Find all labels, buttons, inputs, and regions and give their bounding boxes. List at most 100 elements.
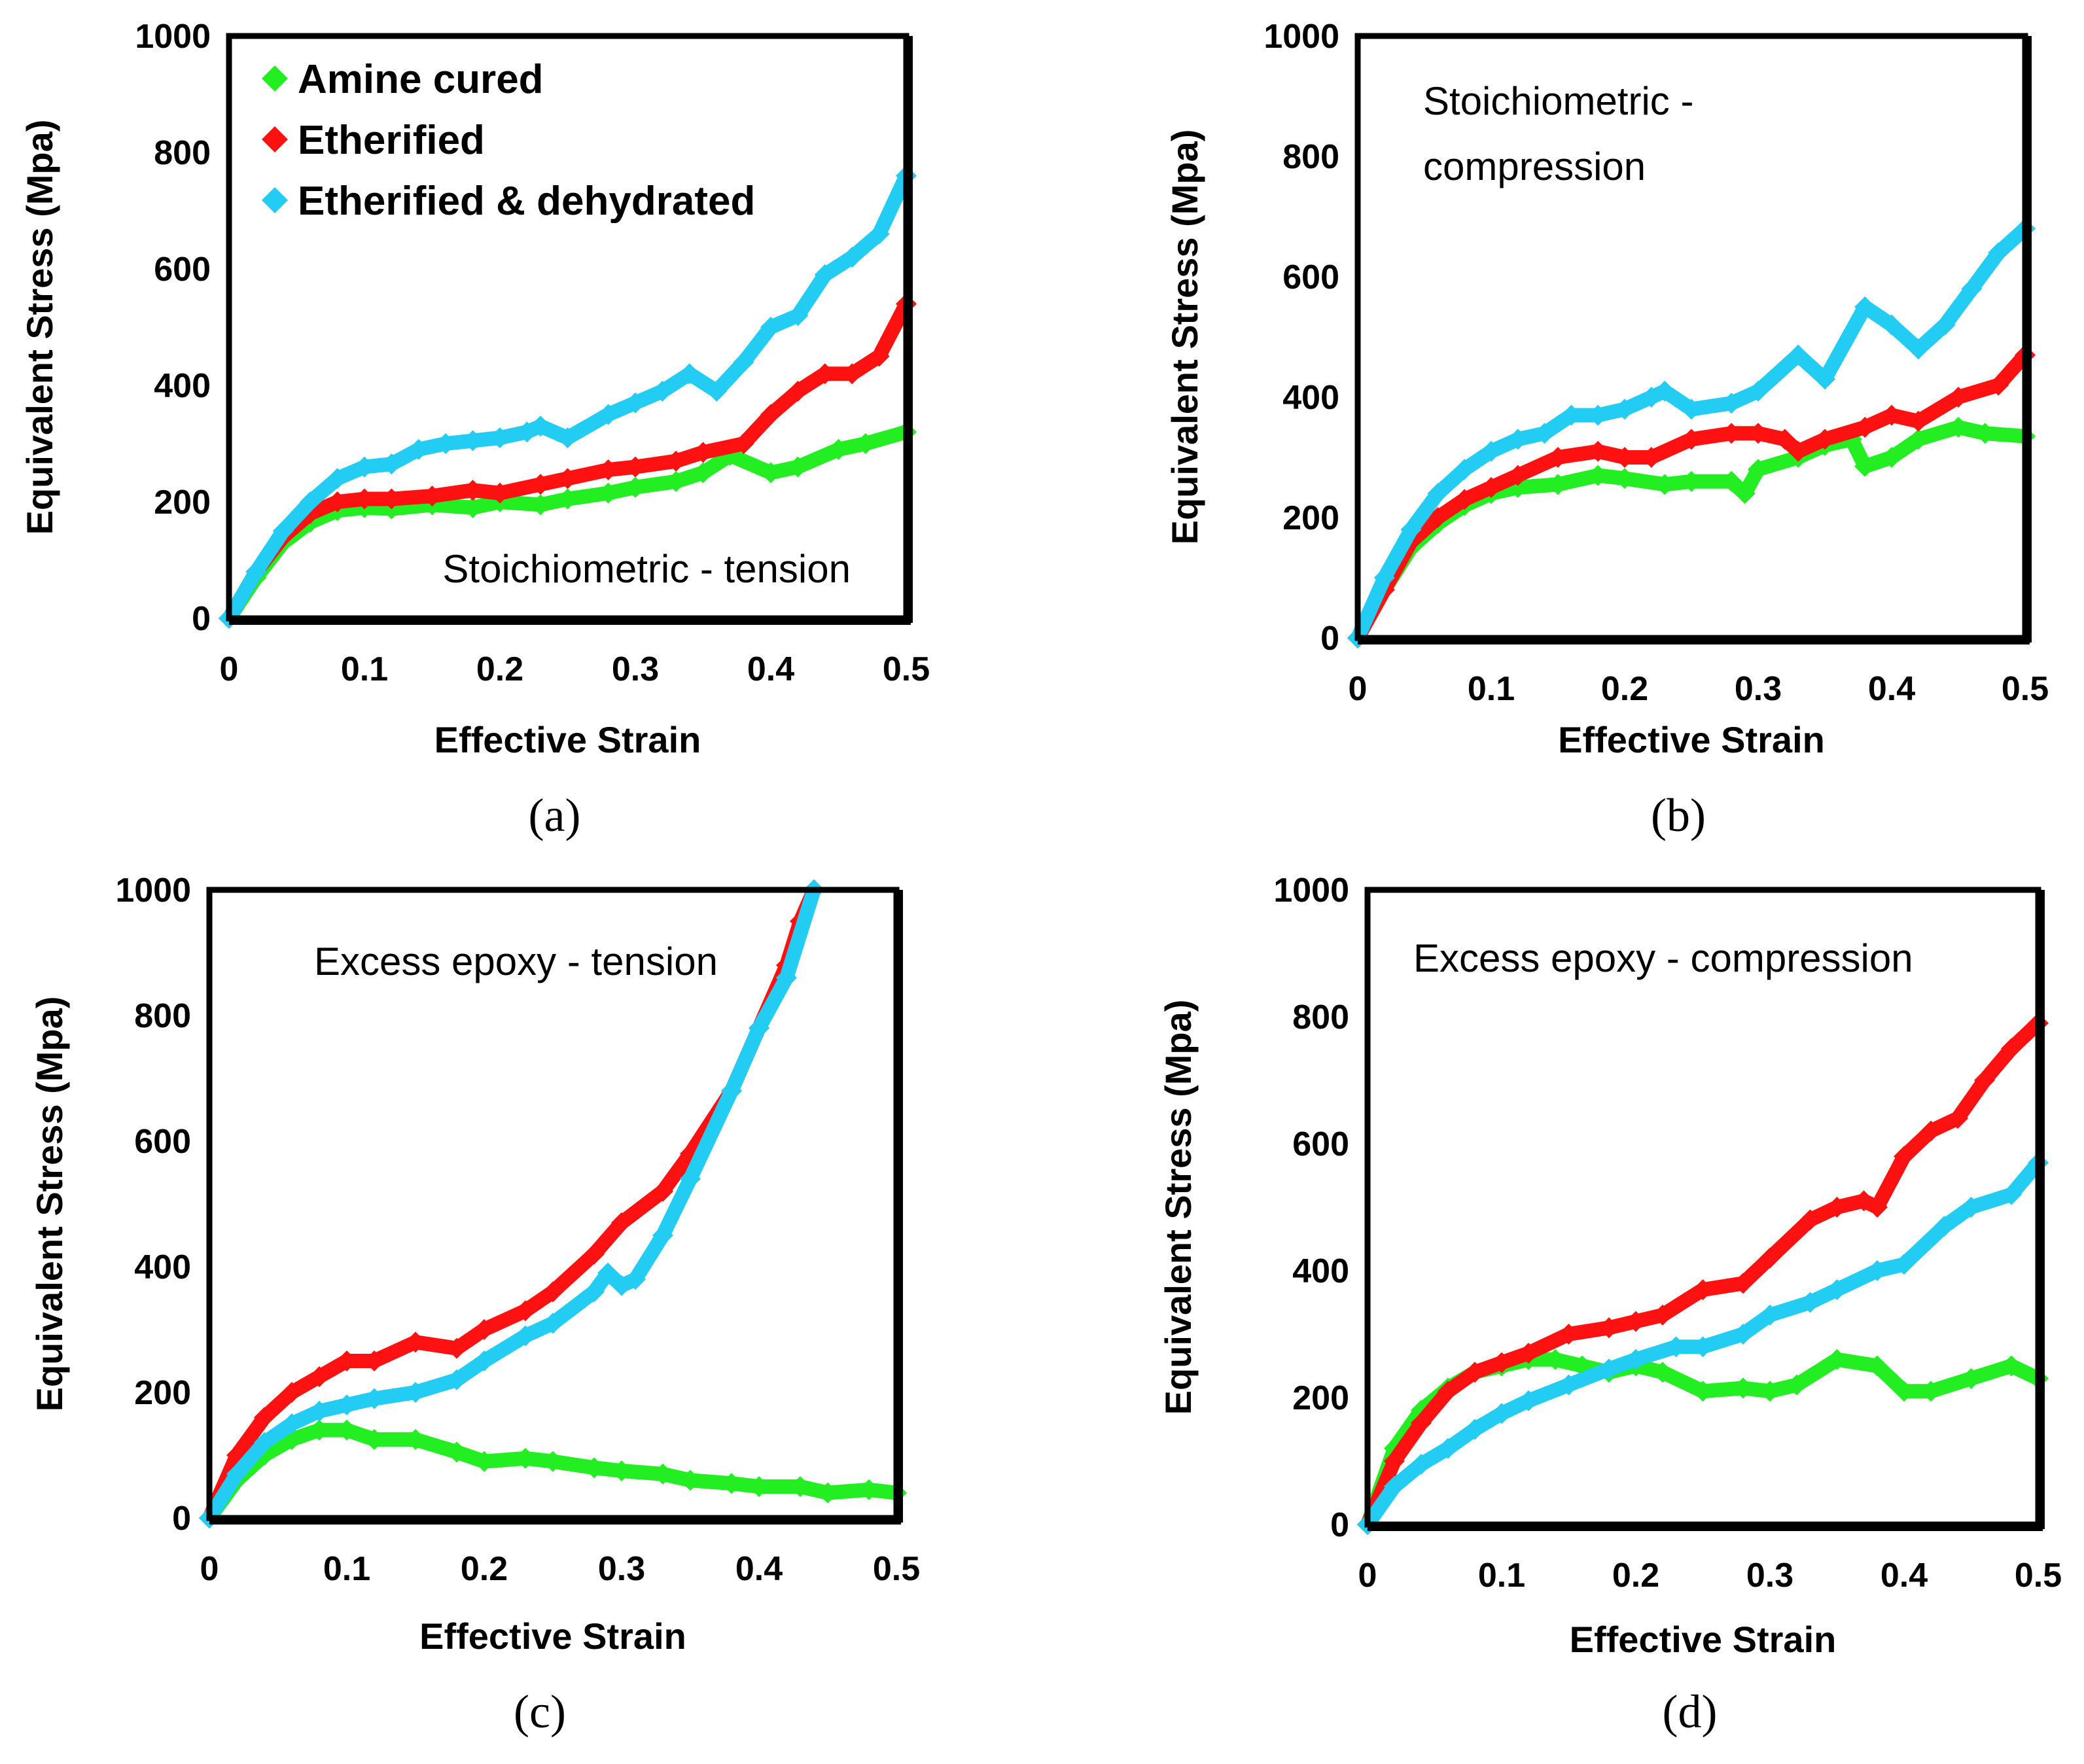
- data-point: [868, 223, 890, 245]
- x-tick-label: 0.5: [883, 650, 930, 688]
- panel-label: (c): [514, 1685, 566, 1738]
- data-point: [733, 351, 754, 373]
- data-point: [858, 1479, 879, 1500]
- data-point: [1826, 1349, 1848, 1370]
- data-point: [1481, 477, 1502, 498]
- y-tick-label: 200: [154, 484, 211, 521]
- data-point: [1400, 519, 1422, 540]
- data-point: [1988, 242, 2009, 264]
- data-point: [2001, 1184, 2022, 1205]
- data-point: [625, 392, 646, 414]
- data-point: [300, 491, 321, 512]
- data-point: [652, 1225, 673, 1246]
- data-point: [1867, 1260, 1888, 1281]
- data-point: [557, 488, 578, 510]
- y-tick-label: 0: [192, 600, 211, 638]
- data-point: [1947, 1108, 1968, 1129]
- data-point: [1974, 1070, 1995, 1091]
- y-tick-label: 600: [154, 251, 211, 289]
- legend-marker: [262, 126, 288, 152]
- x-tick-label: 0.5: [2002, 670, 2049, 708]
- series-line-0: [222, 425, 913, 626]
- data-point: [557, 468, 578, 489]
- x-tick-label: 0.4: [735, 1550, 783, 1588]
- data-point: [652, 380, 673, 402]
- y-tick-label: 800: [1282, 138, 1339, 176]
- data-point: [1681, 398, 1702, 420]
- y-tick-label: 400: [134, 1248, 191, 1286]
- x-tick-label: 0.3: [1735, 670, 1782, 708]
- x-tick-label: 0: [1349, 670, 1368, 708]
- data-point: [1960, 1367, 1982, 1389]
- data-point: [1788, 440, 1809, 462]
- legend: Amine cured Etherified Etherified & dehydr…: [262, 57, 755, 224]
- y-tick-label: 200: [1292, 1379, 1349, 1417]
- data-point: [1464, 1362, 1485, 1383]
- chart-annotation-line-1: Stoichiometric -: [1423, 79, 1693, 123]
- data-point: [1721, 423, 1742, 444]
- y-tick-label: 600: [1292, 1125, 1349, 1163]
- data-point: [1894, 1146, 1915, 1167]
- data-point: [1614, 447, 1635, 468]
- data-point: [1561, 404, 1582, 426]
- data-point: [828, 438, 849, 460]
- data-point: [2001, 1038, 2022, 1059]
- data-point: [1988, 374, 2009, 396]
- data-point: [405, 1429, 426, 1450]
- data-point: [1545, 1349, 1566, 1370]
- data-point: [446, 1369, 467, 1390]
- data-point: [254, 1407, 275, 1428]
- data-point: [692, 462, 714, 484]
- data-point: [1598, 1358, 1619, 1380]
- y-tick-label: 600: [1282, 258, 1339, 296]
- plot-frame: [1364, 887, 2041, 1528]
- data-point: [855, 433, 876, 454]
- y-tick-label: 800: [134, 997, 191, 1035]
- y-axis-label: Equivalent Stress (Mpa): [29, 997, 70, 1412]
- data-point: [790, 1476, 811, 1497]
- data-point: [625, 456, 646, 478]
- data-point: [1894, 1254, 1915, 1275]
- chart-annotation-line-2: compression: [1423, 145, 1646, 188]
- y-tick-label: 800: [1292, 998, 1349, 1036]
- data-point: [1920, 1381, 1941, 1402]
- y-tick-label: 400: [1282, 379, 1339, 417]
- data-point: [309, 1419, 330, 1441]
- data-point: [254, 1432, 275, 1453]
- data-point: [1826, 1197, 1848, 1218]
- data-point: [1587, 465, 1609, 486]
- data-point: [1598, 1317, 1619, 1339]
- data-point: [515, 1325, 536, 1347]
- data-point: [841, 247, 863, 268]
- data-point: [1652, 1304, 1673, 1326]
- y-tick-label: 0: [1330, 1506, 1349, 1544]
- data-point: [408, 438, 429, 460]
- data-point: [405, 1332, 426, 1353]
- data-point: [749, 1017, 769, 1039]
- data-point: [474, 1451, 495, 1472]
- data-point: [1826, 1279, 1848, 1301]
- data-point: [354, 488, 375, 510]
- data-point: [1547, 474, 1568, 495]
- data-point: [1907, 429, 1929, 450]
- data-point: [597, 1262, 618, 1284]
- data-point: [1625, 1349, 1646, 1370]
- data-point: [421, 485, 443, 507]
- data-point: [1411, 1453, 1432, 1475]
- series-line-1: [1360, 1015, 2045, 1532]
- data-point: [1654, 474, 1676, 495]
- x-tick-label: 0.3: [598, 1550, 645, 1588]
- data-point: [1934, 1216, 1955, 1237]
- data-point: [1920, 1120, 1941, 1142]
- data-point: [1454, 459, 1475, 480]
- data-point: [611, 1212, 632, 1233]
- x-tick-label: 0.4: [1868, 670, 1915, 708]
- data-point: [584, 1281, 605, 1303]
- data-point: [625, 1269, 646, 1290]
- data-point: [1733, 1377, 1754, 1399]
- plot-frame: [206, 887, 900, 1521]
- y-tick-label: 800: [154, 134, 211, 172]
- data-point: [381, 453, 402, 475]
- data-point: [1867, 1197, 1888, 1218]
- x-tick-label: 0.1: [323, 1550, 370, 1588]
